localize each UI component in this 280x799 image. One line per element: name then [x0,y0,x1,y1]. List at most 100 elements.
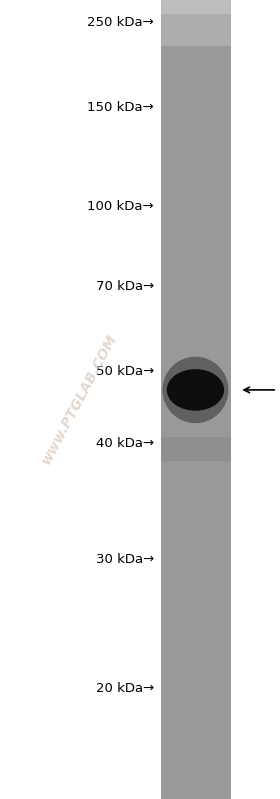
Bar [161,519,231,522]
Bar [161,272,231,273]
Bar [161,94,231,96]
Bar [161,438,231,439]
Bar [161,308,231,309]
Bar [161,316,231,317]
Bar [161,328,231,329]
Bar [161,502,231,503]
Bar [161,40,231,42]
Bar [161,394,231,396]
Bar [161,477,231,479]
Bar [161,338,231,340]
Bar [161,346,231,348]
Bar [161,585,231,587]
Bar [161,322,231,324]
Bar [161,775,231,777]
Bar [161,593,231,595]
Bar [161,132,231,133]
Bar [161,20,231,22]
Bar [161,511,231,514]
Bar [161,118,231,120]
Bar [161,270,231,272]
Bar [161,419,231,422]
Bar [161,190,231,192]
Bar [161,252,231,254]
Bar [161,503,231,506]
Bar [161,388,231,390]
Bar [161,14,231,16]
Bar [161,531,231,534]
Bar [161,465,231,467]
Bar [161,417,231,419]
Bar [161,781,231,783]
Bar [161,276,231,278]
Bar [161,623,231,625]
Bar [161,463,231,465]
Bar [161,691,231,693]
Bar [161,232,231,233]
Bar [161,543,231,545]
Bar [161,771,231,773]
Bar [161,278,231,280]
Bar [161,24,231,26]
Bar [161,361,231,364]
Bar [161,487,231,489]
Bar [161,4,231,6]
Bar [161,220,231,221]
Bar [161,791,231,793]
Bar [161,12,231,14]
Bar [161,246,231,248]
Bar [161,773,231,775]
Bar [161,535,231,537]
Bar [161,130,231,132]
Bar [161,455,231,457]
Bar [161,50,231,52]
Bar [161,495,231,497]
Bar [161,202,231,204]
Bar [161,104,231,105]
Bar [161,400,231,401]
Bar [161,62,231,64]
Bar [161,72,231,74]
Bar [161,510,231,511]
Bar [161,224,231,225]
Bar [161,248,231,249]
Bar [161,662,231,663]
Bar [161,679,231,681]
Bar [161,765,231,767]
Bar [161,106,231,108]
Bar [161,537,231,539]
Bar [161,493,231,495]
Bar [161,330,231,332]
Bar [161,719,231,721]
Bar [161,16,231,18]
Bar [161,711,231,713]
Bar [161,739,231,741]
Bar [161,614,231,615]
Bar [161,745,231,747]
Bar [161,262,231,264]
Bar [161,430,231,431]
Bar [161,160,231,161]
Bar [161,58,231,60]
Bar [161,619,231,622]
Bar [161,654,231,655]
Bar [161,777,231,779]
Bar [161,353,231,356]
Text: 20 kDa→: 20 kDa→ [96,682,154,695]
Bar [161,82,231,84]
Bar [161,673,231,675]
Text: 150 kDa→: 150 kDa→ [87,101,154,114]
Bar [161,66,231,68]
Bar [161,257,231,260]
Bar [161,769,231,771]
Bar [161,491,231,493]
Bar [161,380,231,382]
Bar [161,721,231,723]
Bar [161,198,231,200]
Bar [161,643,231,646]
Bar [161,527,231,529]
Bar [161,567,231,569]
Bar [161,194,231,196]
Bar [161,606,231,607]
Bar [161,214,231,216]
